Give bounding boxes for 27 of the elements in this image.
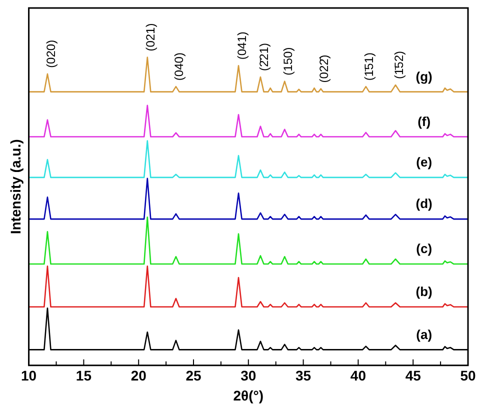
x-tick-label: 45	[405, 368, 422, 384]
annotation: (022̄)	[317, 54, 332, 83]
series-label: (b)	[416, 284, 432, 299]
series-label: (e)	[416, 154, 432, 170]
annotation: (020)	[44, 40, 58, 68]
series-label: (d)	[416, 196, 432, 212]
x-tick-label: 20	[130, 368, 147, 384]
annotation: (150)	[280, 47, 295, 76]
x-tick-label: 15	[76, 368, 92, 384]
x-tick-label: 30	[240, 368, 256, 384]
annotation: (1̄52)	[392, 51, 406, 80]
y-axis-title: Intensity (a.u.)	[7, 139, 24, 234]
annotation: (1̄51)	[362, 52, 376, 81]
annotation: (041)	[234, 32, 249, 60]
x-axis-title: 2θ(°)	[233, 387, 264, 404]
x-tick-label: 50	[460, 368, 476, 384]
x-tick-label: 40	[350, 368, 366, 384]
series-label: (f)	[418, 114, 431, 129]
annotation: (040)	[172, 52, 186, 81]
annotation: (2̄21)	[256, 43, 271, 72]
series-label: (g)	[416, 68, 432, 84]
x-tick-label: 10	[21, 368, 37, 384]
x-tick-label: 35	[296, 368, 312, 384]
x-tick-label: 25	[186, 368, 202, 384]
series-label: (c)	[416, 241, 432, 256]
series-label: (a)	[416, 326, 432, 342]
annotation: (021)	[144, 23, 158, 52]
